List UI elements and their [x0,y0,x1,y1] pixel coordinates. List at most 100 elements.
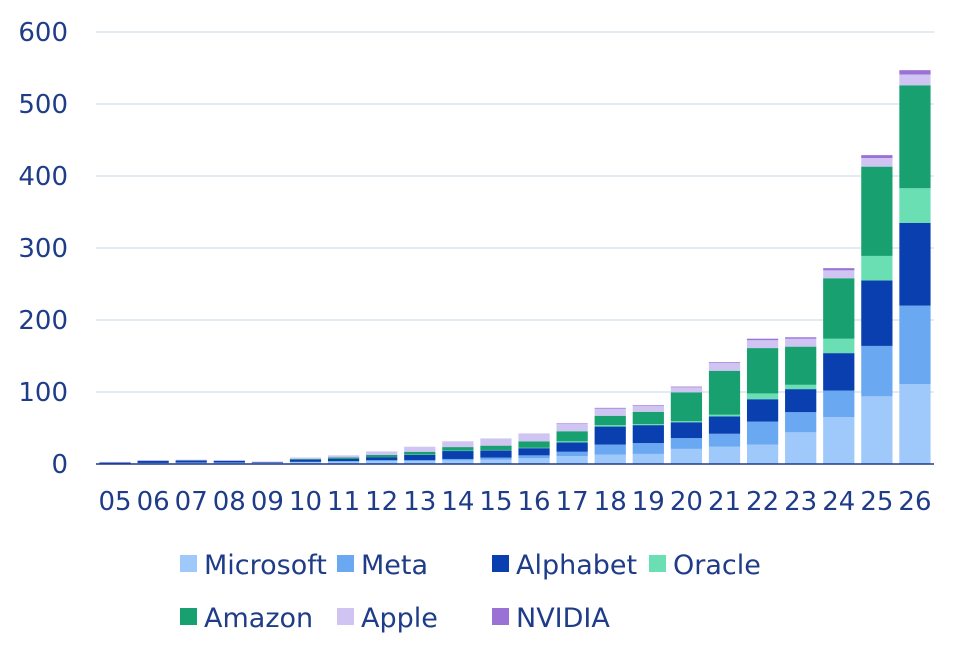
bar-segment-apple [899,74,931,86]
legend-label: NVIDIA [516,603,610,634]
bar-segment-microsoft [823,417,855,464]
x-tick-label: 21 [708,487,741,517]
bar-segment-microsoft [518,458,550,464]
bar-segment-meta [823,390,855,418]
bar-segment-amazon [823,278,855,339]
bar-segment-apple [480,438,512,446]
x-tick-label: 24 [822,487,855,517]
x-tick-label: 11 [327,487,360,517]
x-tick-label: 09 [251,487,284,517]
bar-segment-amazon [404,451,436,455]
bar-segment-apple [442,441,474,448]
legend-item-microsoft: Microsoft [180,550,327,581]
legend: Microsoft Meta Alphabet Oracle Amazon Apple NV… [180,550,761,634]
bar-segment-oracle [632,424,664,426]
bar-segment-meta [746,421,779,445]
bar-segment-nvidia [823,268,855,271]
bar-segment-meta [404,460,436,462]
bar-segment-apple [594,408,626,416]
bar-segment-microsoft [785,432,817,464]
x-tick-label: 05 [98,487,131,517]
bar-segment-microsoft [746,444,779,464]
bar-segment-oracle [556,441,588,443]
bar-segment-meta [327,461,360,462]
bar-segment-meta [594,444,626,455]
y-axis-ticks: 0 100 200 300 400 500 600 [18,18,68,480]
y-tick-label: 300 [18,234,68,264]
legend-swatch [180,555,197,572]
bar-segment-microsoft [708,446,741,464]
bar-segment-alphabet [746,399,779,422]
bar-segment-microsoft [861,396,893,464]
bar-segment-apple [289,457,322,459]
bar-segment-apple [670,387,703,393]
bar-segment-microsoft [556,456,588,464]
legend-swatch [337,555,354,572]
bar-segment-amazon [861,166,893,256]
x-tick-label: 08 [213,487,246,517]
bar-segment-meta [861,345,893,397]
bar-segment-nvidia [670,386,703,388]
legend-item-apple: Apple [337,603,438,634]
y-tick-label: 100 [18,378,68,408]
bar-segment-alphabet [556,442,588,452]
legend-label: Oracle [673,550,761,581]
y-tick-label: 500 [18,90,68,120]
bar-segment-amazon [785,346,817,385]
x-axis-ticks: 05 06 07 08 09 10 11 12 13 14 15 16 17 18 19 20 21 22 23 24… [98,487,931,517]
x-tick-label: 12 [365,487,398,517]
bar-segment-microsoft [327,461,360,464]
bar-segment-amazon [518,441,550,448]
bar-segment-amazon [594,415,626,426]
bar-segment-meta [899,305,931,385]
legend-swatch [649,555,666,572]
bar-segment-oracle [899,188,931,223]
bar-segment-apple [175,459,207,461]
bar-segment-alphabet [632,425,664,444]
x-tick-label: 23 [784,487,817,517]
bar-segment-alphabet [213,460,245,463]
bar-segment-oracle [670,421,703,423]
bar-segment-meta [442,458,474,461]
x-tick-label: 17 [556,487,589,517]
bar-segment-alphabet [137,460,169,463]
bar-segment-apple [327,455,360,458]
bar-segment-meta [518,455,550,459]
bar-segment-apple [518,433,550,442]
bar-segment-amazon [899,85,931,189]
bar-segment-nvidia [708,362,741,363]
bar-segment-amazon [556,431,588,442]
bar-segment-alphabet [366,457,398,461]
bar-segment-amazon [632,411,664,425]
bar-segment-alphabet [785,389,817,413]
bar-segment-amazon [708,370,741,415]
bar-segment-apple [861,158,893,167]
bar-segment-microsoft [632,453,664,464]
bar-segment-alphabet [99,462,131,464]
bar-segment-alphabet [670,422,703,439]
x-tick-label: 06 [137,487,170,517]
bar-segment-alphabet [899,222,931,306]
bar-segment-meta [480,457,512,460]
bar-segment-microsoft [289,462,322,464]
bar-segment-nvidia [594,407,626,409]
bar-segment-microsoft [899,384,931,464]
bar-segment-meta [785,412,817,433]
bar-segment-apple [404,446,436,452]
x-tick-label: 13 [403,487,436,517]
bar-segment-amazon [327,457,360,459]
x-tick-label: 25 [860,487,893,517]
x-tick-label: 10 [289,487,322,517]
bar-segment-alphabet [861,280,893,346]
bar-segment-meta [556,451,588,457]
bar-segment-alphabet [289,459,322,462]
bar-segment-apple [823,270,855,279]
bar-segment-oracle [708,414,741,417]
x-tick-label: 07 [175,487,208,517]
bar-segment-alphabet [327,458,360,462]
bar-segment-amazon [480,445,512,450]
legend-label: Apple [361,603,438,634]
bar-segment-apple [556,423,588,432]
x-tick-label: 22 [746,487,779,517]
